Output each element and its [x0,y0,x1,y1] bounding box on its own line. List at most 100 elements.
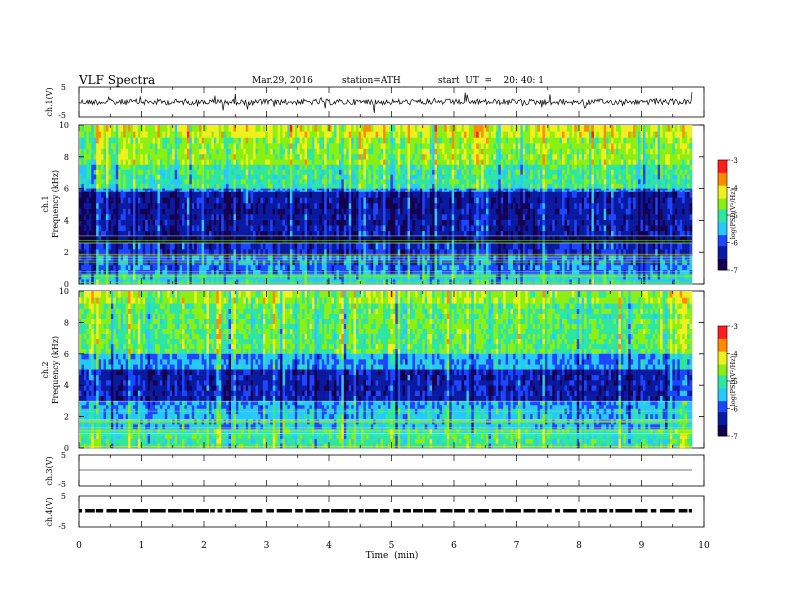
spec-cell [88,131,92,139]
spec-cell [204,164,207,170]
spec-cell [392,202,396,209]
spec-cell [245,188,249,191]
spec-cell [640,202,644,209]
spec-cell [645,131,649,139]
spec-cell [635,225,639,232]
spec-cell [179,183,183,189]
spec-cell [253,125,256,132]
spec-cell [255,183,259,189]
spec-cell [584,208,587,215]
spec-cell [91,125,95,132]
spec-cell [142,148,146,155]
spec-cell [113,143,117,149]
spec-cell [260,174,264,180]
spec-cell [314,169,318,175]
spec-cell [307,159,310,166]
spec-cell [199,169,202,175]
spec-cell [142,169,146,175]
spec-cell [552,137,555,144]
spec-cell [451,164,455,170]
spec-cell [508,183,511,189]
spec-cell [243,131,247,139]
spec-cell [618,148,622,155]
spec-cell [302,148,305,155]
spec-cell [520,230,524,237]
spec-cell [436,169,440,175]
spec-cell [351,137,354,144]
spec-cell [459,214,462,220]
spec-cell [638,143,641,149]
spec-cell [169,143,173,149]
spec-cell [419,174,423,180]
spec-cell [552,164,555,170]
spec-cell [539,214,543,220]
spec-cell [240,164,244,170]
spec-cell [282,131,286,139]
spec-cell [365,174,369,180]
spec-cell [589,179,592,185]
spec-cell [586,169,590,175]
spec-cell [373,219,376,226]
spec-cell [488,125,492,132]
spec-cell [162,225,166,232]
spec-cell [309,190,313,193]
spec-cell [660,125,663,132]
spec-cell [564,159,568,166]
spec-cell [351,219,354,226]
spec-cell [316,183,320,189]
spec-cell [255,148,259,155]
spec-cell [96,159,99,166]
spec-cell [289,214,293,220]
spec-cell [375,202,379,209]
spec-cell [334,202,337,209]
spec-cell [503,159,506,166]
spec-cell [130,208,134,215]
spec-cell [255,174,259,180]
spec-cell [581,153,585,160]
spec-cell [552,179,555,185]
spec-cell [407,202,411,209]
spec-cell [336,169,340,175]
spec-cell [326,183,330,189]
spec-cell [105,153,109,160]
spec-cell [530,188,533,191]
spec-cell [140,148,144,155]
spec-cell [184,202,188,209]
spec-cell [326,137,330,144]
spec-cell [390,188,394,191]
spec-cell [101,159,104,166]
spec-cell [324,183,327,189]
spec-cell [213,153,217,160]
spec-cell [674,208,678,215]
spec-cell [466,153,470,160]
spec-cell [123,131,126,139]
spec-cell [410,183,413,189]
spec-cell [167,137,171,144]
spec-cell [395,188,399,191]
spec-cell [289,148,293,155]
spec-cell [164,137,168,144]
spec-cell [505,174,509,180]
spec-cell [250,225,254,232]
spec-cell [346,143,350,149]
spec-cell [660,174,663,180]
spec-cell [650,219,654,226]
spec-cell [476,131,479,139]
spec-cell [591,219,595,226]
spec-cell [321,219,325,226]
spec-cell [635,131,639,139]
spec-cell [336,225,340,232]
spec-cell [620,214,624,220]
spec-cell [113,137,117,144]
spec-cell [83,214,87,220]
spec-cell [324,190,327,193]
spec-cell [510,174,514,180]
spec-cell [240,214,244,220]
spec-cell [655,131,658,139]
spec-cell [108,137,112,144]
spec-cell [539,219,543,226]
spec-cell [537,230,541,237]
spec-cell [91,137,95,144]
spec-cell [358,137,362,144]
spec-cell [611,148,614,155]
